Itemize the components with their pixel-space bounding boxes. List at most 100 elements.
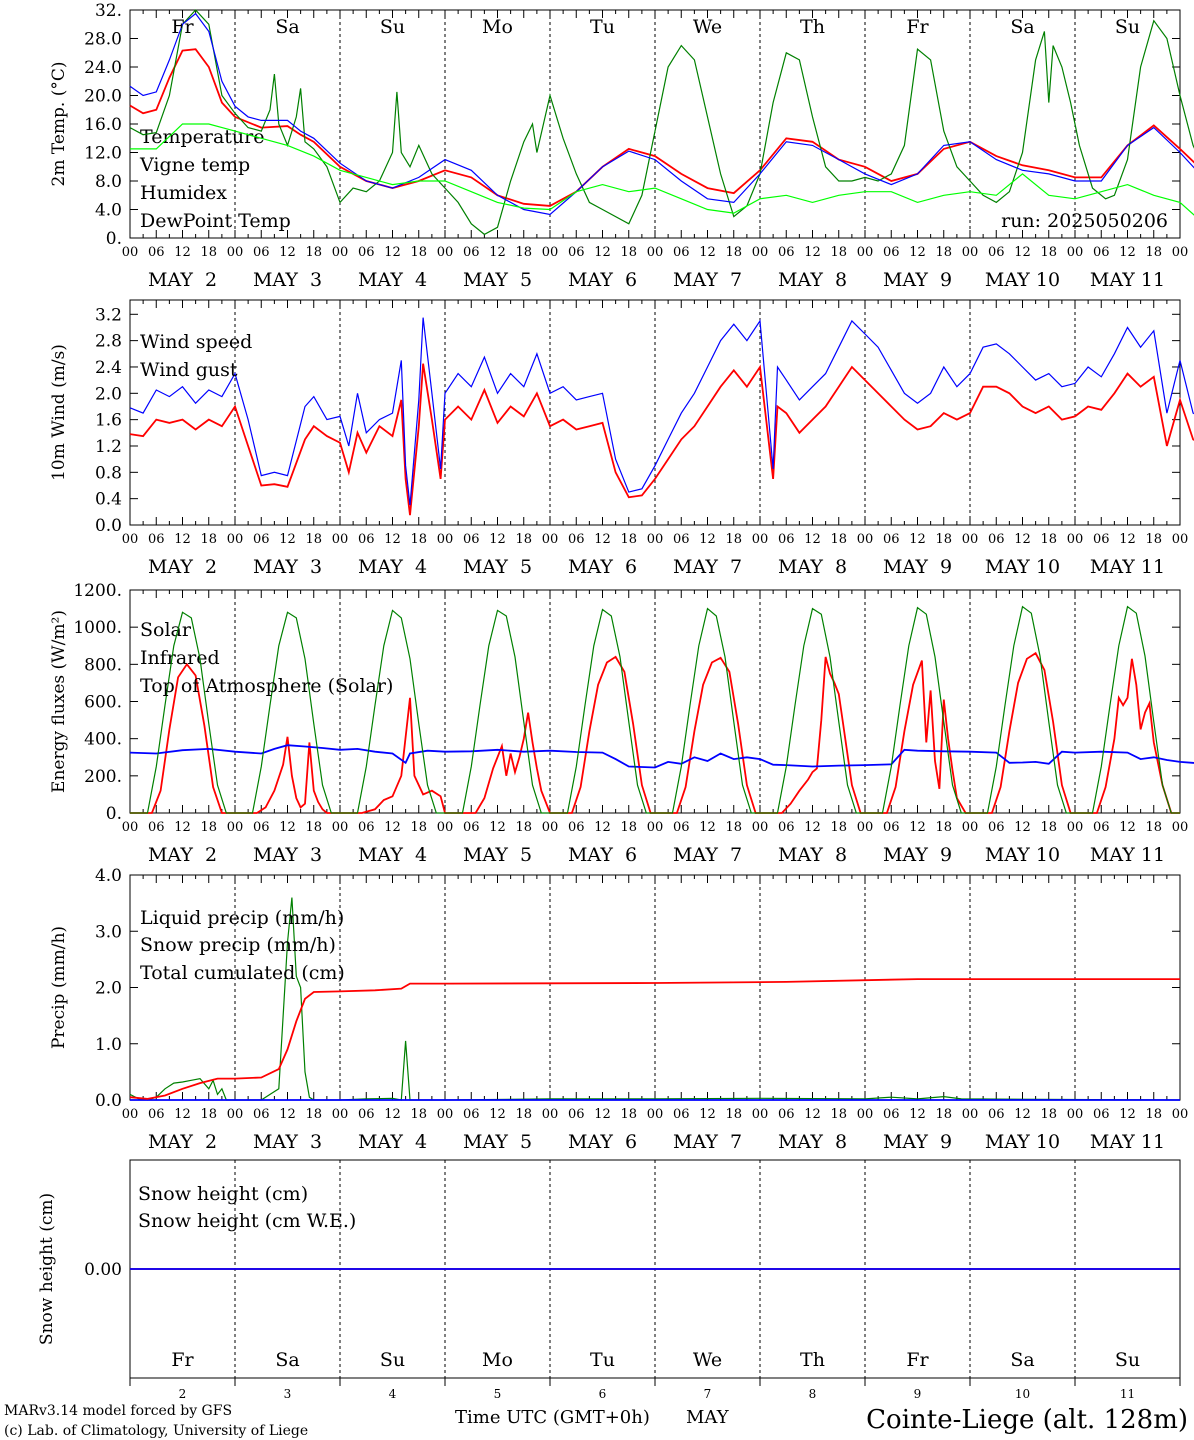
hour-tick-label: 00 [332, 532, 349, 547]
hour-tick-label: 18 [620, 1107, 637, 1122]
series-line [129, 12, 1194, 216]
hour-tick-label: 06 [358, 820, 375, 835]
series-line [129, 48, 1194, 207]
hour-tick-label: 06 [988, 820, 1005, 835]
hour-tick-label: 00 [647, 1107, 664, 1122]
hour-tick-label: 12 [279, 245, 296, 260]
y-tick-label: 2.4 [95, 358, 122, 378]
weekday-label: Tu [590, 16, 615, 38]
date-label: MAY 2 [148, 269, 217, 291]
hour-tick-label: 18 [1040, 532, 1057, 547]
date-label: MAY 9 [883, 556, 952, 578]
y-tick-label: 3.0 [95, 922, 122, 942]
hour-tick-label: 06 [463, 820, 480, 835]
date-label: MAY 5 [463, 1131, 532, 1153]
y-tick-label: 24.0 [84, 58, 122, 78]
date-label: MAY 8 [778, 556, 847, 578]
hour-tick-label: 06 [883, 532, 900, 547]
hour-tick-label: 12 [1014, 245, 1031, 260]
hour-tick-label: 06 [148, 532, 165, 547]
hour-tick-label: 06 [358, 245, 375, 260]
y-tick-label: 2.8 [95, 332, 122, 352]
date-label: MAY 7 [673, 844, 742, 866]
day-number: 2 [179, 1387, 187, 1401]
series-line [129, 978, 1180, 1100]
legend-entry: Liquid precip (mm/h) [140, 907, 344, 929]
hour-tick-label: 06 [883, 1107, 900, 1122]
day-number: 6 [599, 1387, 607, 1401]
date-label: MAY 11 [1090, 269, 1165, 291]
hour-tick-label: 06 [148, 1107, 165, 1122]
weekday-label: Mo [482, 1349, 513, 1371]
y-tick-label: 400. [84, 730, 122, 750]
date-label: MAY 5 [463, 844, 532, 866]
hour-tick-label: 18 [830, 1107, 847, 1122]
series-line [129, 897, 1181, 1101]
hour-tick-label: 06 [883, 245, 900, 260]
date-label: MAY 11 [1090, 556, 1165, 578]
y-tick-label: 1200. [73, 581, 122, 601]
hour-tick-label: 12 [699, 532, 716, 547]
date-label: MAY 5 [463, 269, 532, 291]
hour-tick-label: 06 [988, 532, 1005, 547]
series-line [129, 317, 1194, 506]
hour-tick-label: 18 [1145, 245, 1162, 260]
date-label: MAY 8 [778, 1131, 847, 1153]
y-tick-label: 16.0 [84, 115, 122, 135]
hour-tick-label: 06 [463, 532, 480, 547]
hour-tick-label: 18 [1040, 820, 1057, 835]
weekday-label: Fr [906, 16, 929, 38]
hour-tick-label: 12 [699, 245, 716, 260]
y-tick-label: 4.0 [95, 201, 122, 221]
weekday-label: Mo [482, 16, 513, 38]
hour-tick-label: 12 [594, 245, 611, 260]
hour-tick-label: 12 [909, 532, 926, 547]
hour-tick-label: 12 [1014, 820, 1031, 835]
hour-tick-label: 06 [358, 532, 375, 547]
hour-tick-label: 12 [594, 1107, 611, 1122]
hour-tick-label: 18 [830, 532, 847, 547]
hour-tick-label: 00 [962, 245, 979, 260]
weekday-label: Su [380, 16, 405, 38]
hour-tick-label: 12 [594, 532, 611, 547]
hour-tick-label: 12 [279, 532, 296, 547]
hour-tick-label: 00 [122, 532, 139, 547]
hour-tick-label: 00 [122, 820, 139, 835]
date-label: MAY 10 [985, 1131, 1060, 1153]
legend-entry: Snow precip (mm/h) [140, 934, 336, 956]
hour-tick-label: 06 [778, 532, 795, 547]
date-label: MAY 6 [568, 269, 637, 291]
hour-tick-label: 18 [725, 820, 742, 835]
hour-tick-label: 06 [778, 245, 795, 260]
hour-tick-label: 06 [1093, 245, 1110, 260]
hour-tick-label: 06 [148, 820, 165, 835]
date-label: MAY 2 [148, 1131, 217, 1153]
y-axis-label: 10m Wind (m/s) [49, 344, 69, 481]
y-tick-label: 1.2 [95, 437, 122, 457]
weekday-label: We [693, 16, 722, 38]
date-label: MAY 6 [568, 1131, 637, 1153]
hour-tick-label: 00 [1067, 532, 1084, 547]
hour-tick-label: 18 [410, 820, 427, 835]
date-label: MAY 3 [253, 269, 322, 291]
hour-tick-label: 06 [463, 245, 480, 260]
hour-tick-label: 12 [1014, 532, 1031, 547]
date-label: MAY 8 [778, 269, 847, 291]
hour-tick-label: 00 [542, 1107, 559, 1122]
hour-tick-label: 06 [1093, 532, 1110, 547]
series-line [130, 605, 1180, 814]
hour-tick-label: 00 [122, 1107, 139, 1122]
hour-tick-label: 18 [1145, 1107, 1162, 1122]
hour-tick-label: 18 [410, 532, 427, 547]
panel-3: 0. 200. 400. 600. 800. 1000. 1200.Energy fluxe… [49, 581, 1194, 866]
hour-tick-label: 12 [804, 245, 821, 260]
hour-tick-label: 00 [542, 820, 559, 835]
legend-entry: Total cumulated (cm) [140, 962, 345, 984]
time-axis-label: Time UTC (GMT+0h) [455, 1407, 650, 1428]
hour-tick-label: 00 [542, 532, 559, 547]
hour-tick-label: 06 [1093, 1107, 1110, 1122]
hour-tick-label: 06 [778, 820, 795, 835]
hour-tick-label: 12 [804, 1107, 821, 1122]
weekday-label: Sa [275, 1349, 299, 1371]
hour-tick-label: 00 [437, 245, 454, 260]
